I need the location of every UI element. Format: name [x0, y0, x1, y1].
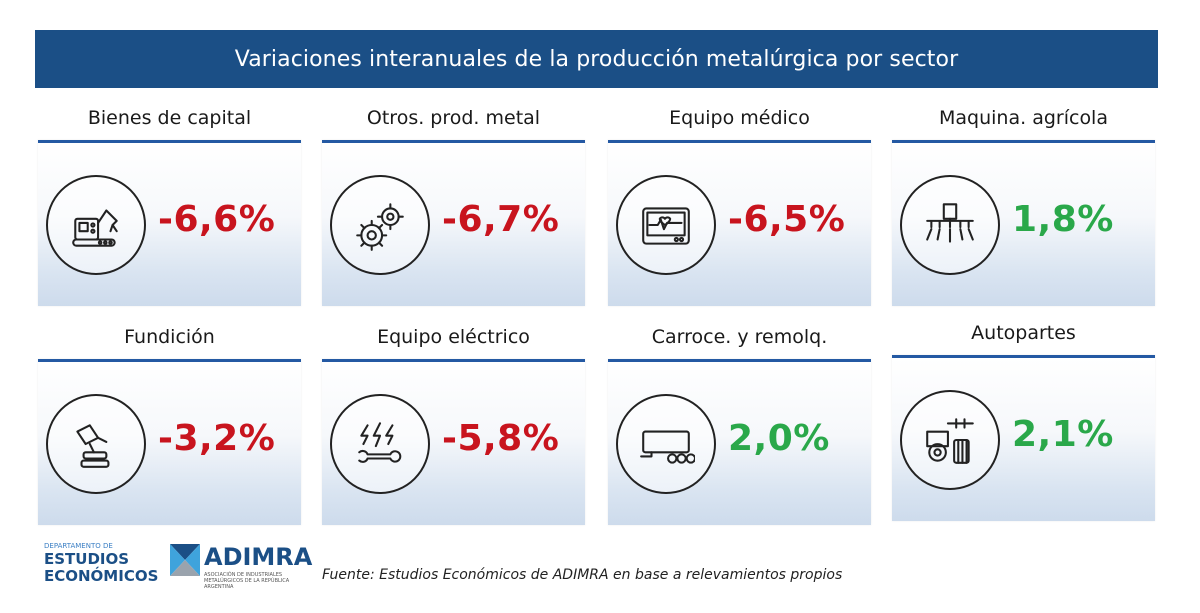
sector-icon-circle	[616, 394, 716, 494]
sector-value: -6,6%	[158, 199, 276, 240]
sector-panel: 2,0%	[608, 359, 871, 525]
sector-value: 2,1%	[1012, 414, 1114, 455]
sector-value: -6,7%	[442, 199, 560, 240]
sector-value: -3,2%	[158, 418, 276, 459]
sector-panel: 2,1%	[892, 355, 1155, 521]
sector-panel: -3,2%	[38, 359, 301, 525]
sector-panel: -6,6%	[38, 140, 301, 306]
lightning-wrench-icon	[358, 422, 402, 463]
trailer-icon	[640, 430, 695, 464]
logo-dept-line2: ECONÓMICOS	[44, 567, 159, 585]
gears-icon	[356, 203, 404, 251]
estudios-economicos-logo: DEPARTAMENTO DE ESTUDIOS ECONÓMICOS	[44, 542, 158, 585]
sector-title: Carroce. y remolq.	[651, 326, 828, 348]
sector-value: -6,5%	[728, 199, 846, 240]
sector-panel: -6,7%	[322, 140, 585, 306]
sector-icon-circle	[330, 394, 430, 494]
sector-icon-circle	[46, 175, 146, 275]
sector-icon-circle	[900, 390, 1000, 490]
logo-dept-line1: ESTUDIOS	[44, 550, 130, 568]
sector-title: Fundición	[124, 326, 215, 348]
sector-card: Carroce. y remolq. 2,0%	[608, 324, 871, 525]
sector-value: 1,8%	[1012, 199, 1114, 240]
sector-icon-circle	[330, 175, 430, 275]
sector-card: Equipo eléctrico -5,8%	[322, 324, 585, 525]
sector-card: Equipo médico -6,5%	[608, 105, 871, 306]
robotic-arm-icon	[72, 209, 118, 247]
source-note: Fuente: Estudios Económicos de ADIMRA en…	[322, 567, 843, 583]
sector-title: Otros. prod. metal	[366, 107, 541, 129]
sector-title: Maquina. agrícola	[939, 107, 1108, 129]
sector-icon-circle	[46, 394, 146, 494]
sector-title: Autopartes	[971, 322, 1076, 344]
sector-icon-circle	[616, 175, 716, 275]
sector-panel: -6,5%	[608, 140, 871, 306]
sector-card: Otros. prod. metal -6,7%	[322, 105, 585, 306]
sector-icon-circle	[900, 175, 1000, 275]
sector-title: Equipo médico	[669, 107, 810, 129]
sprayer-icon	[926, 203, 974, 243]
adimra-logo: ADIMRA ASOCIACIÓN DE INDUSTRIALES METALÚ…	[170, 544, 314, 590]
sector-card: Autopartes 2,1%	[892, 320, 1155, 521]
sector-card: Fundición -3,2%	[38, 324, 301, 525]
adimra-subtitle: ASOCIACIÓN DE INDUSTRIALES METALÚRGICOS …	[204, 572, 290, 590]
sector-panel: -5,8%	[322, 359, 585, 525]
sector-value: 2,0%	[728, 418, 830, 459]
sector-value: -5,8%	[442, 418, 560, 459]
engine-parts-icon	[926, 418, 974, 464]
adimra-name: ADIMRA	[204, 543, 313, 571]
sector-title: Bienes de capital	[87, 107, 252, 129]
sector-card: Bienes de capital -6,6%	[38, 105, 301, 306]
adimra-emblem-icon	[170, 544, 200, 576]
sector-panel: 1,8%	[892, 140, 1155, 306]
sector-title: Equipo eléctrico	[377, 326, 530, 348]
foundry-ladle-icon	[76, 424, 110, 468]
logo-dept-small: DEPARTAMENTO DE	[44, 542, 113, 550]
sector-card: Maquina. agrícola 1,8%	[892, 105, 1155, 306]
heart-monitor-icon	[642, 207, 690, 245]
page-title: Variaciones interanuales de la producció…	[35, 30, 1158, 88]
